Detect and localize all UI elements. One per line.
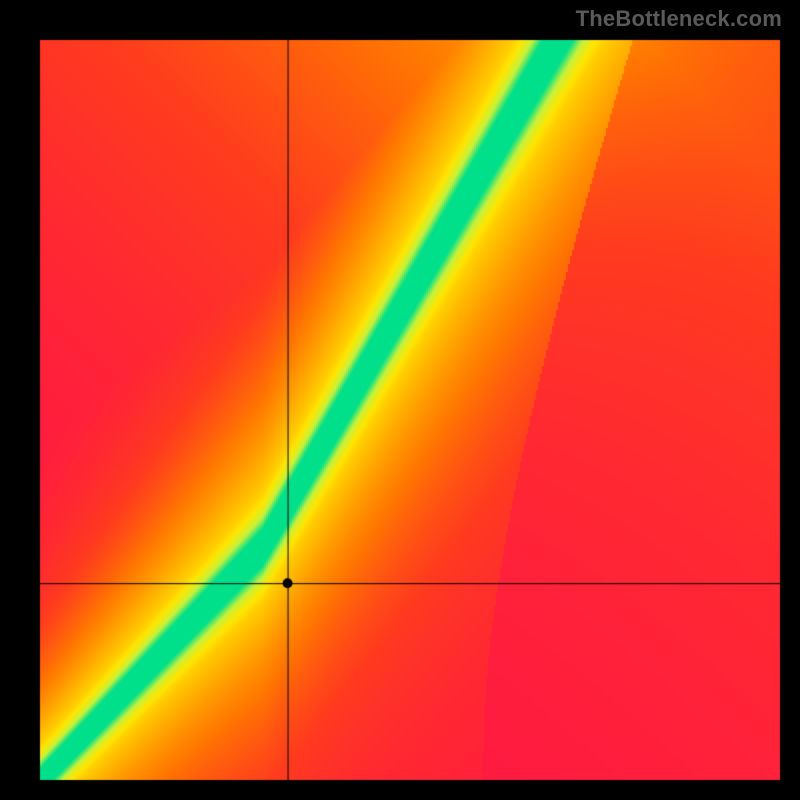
bottleneck-heatmap (0, 0, 800, 800)
watermark-text: TheBottleneck.com (576, 6, 782, 32)
chart-container: TheBottleneck.com (0, 0, 800, 800)
